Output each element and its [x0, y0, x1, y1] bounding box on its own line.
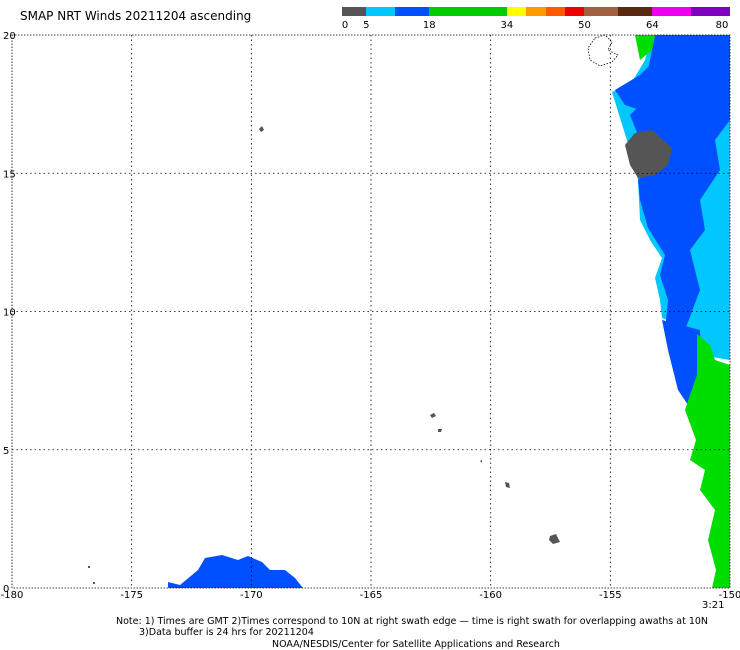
colorbar-segment [395, 7, 430, 16]
colorbar-segment [366, 7, 396, 16]
longitude-tick-label: -150 [719, 590, 740, 601]
island-johnston-a [430, 413, 436, 418]
island-sw-a [88, 566, 90, 568]
latitude-tick-label: 20 [3, 31, 16, 42]
swath-green-north [635, 35, 655, 60]
colorbar-label: 80 [715, 20, 729, 31]
longitude-tick-label: -170 [240, 590, 263, 601]
swath-green-region [685, 334, 730, 588]
colorbar-segment [584, 7, 619, 16]
colorbar-label: 0 [341, 20, 349, 31]
south-wind-swath [168, 555, 303, 588]
latitude-tick-labels: 0 5 10 15 20 [3, 31, 16, 595]
note-line-1: Note: 1) Times are GMT 2)Times correspon… [116, 616, 709, 627]
colorbar-segment [526, 7, 546, 16]
swath-dark-blue-west [615, 60, 660, 110]
colorbar-label: 50 [578, 20, 591, 31]
map-frame [11, 34, 731, 589]
island-north [259, 126, 264, 132]
note-line-2: 3)Data buffer is 24 hrs for 20211204 [139, 627, 314, 638]
colorbar-label: 5 [363, 20, 370, 31]
islands [88, 126, 560, 584]
colorbar-segment [545, 7, 566, 16]
swath-dark-blue-core [630, 35, 730, 380]
east-wind-swath [612, 35, 730, 588]
hawaii-outline [587, 34, 619, 67]
latitude-tick-label: 5 [3, 446, 9, 457]
latitude-tick-label: 15 [3, 169, 16, 180]
wind-speed-colorbar [342, 7, 730, 16]
colorbar-label: 64 [646, 20, 659, 31]
longitude-tick-labels: -180 -175 -170 -165 -160 -155 -150 [1, 590, 740, 601]
calm-wind-patch [625, 130, 672, 178]
swath-time-label: 3:21 [702, 600, 725, 611]
longitude-tick-label: -160 [479, 590, 502, 601]
colorbar-segment [342, 7, 367, 16]
colorbar-segment [652, 7, 692, 16]
swath-dark-blue-south [662, 320, 702, 405]
colorbar-segment [565, 7, 585, 16]
colorbar-label: 18 [422, 20, 436, 31]
island-sw-b [93, 582, 95, 584]
longitude-tick-label: -180 [1, 590, 24, 601]
island-line-c [549, 534, 560, 544]
latitude-tick-label: 0 [3, 584, 9, 595]
island-line-b [505, 482, 510, 488]
island-line-a [480, 460, 482, 463]
colorbar-segment [618, 7, 653, 16]
map-title: SMAP NRT Winds 20211204 ascending [20, 9, 252, 23]
latitude-tick-label: 10 [3, 308, 16, 319]
colorbar-segment [691, 7, 730, 16]
island-johnston-b [438, 429, 442, 432]
longitude-tick-label: -165 [360, 590, 383, 601]
colorbar-segment [506, 7, 527, 16]
longitude-tick-label: -155 [599, 590, 622, 601]
note-line-3: NOAA/NESDIS/Center for Satellite Applica… [272, 639, 560, 650]
longitude-tick-label: -175 [120, 590, 143, 601]
colorbar-label: 34 [500, 20, 514, 31]
colorbar-segment [429, 7, 507, 16]
